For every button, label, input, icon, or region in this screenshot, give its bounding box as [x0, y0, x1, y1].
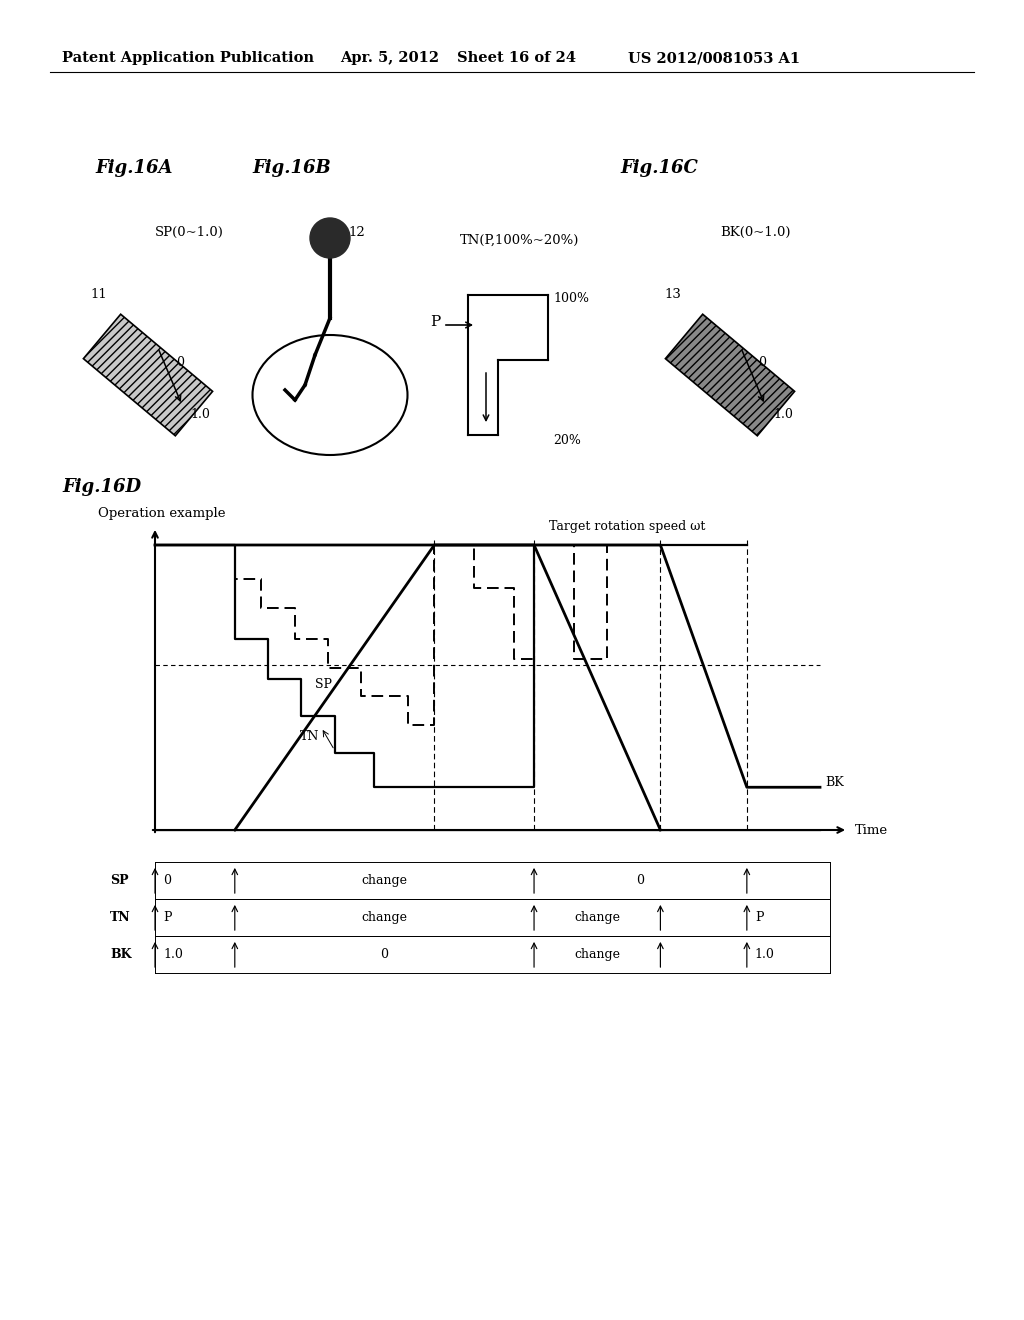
Text: P: P — [430, 315, 440, 329]
Text: 12: 12 — [348, 227, 365, 239]
Text: BK: BK — [825, 776, 844, 789]
Text: 0: 0 — [758, 355, 766, 368]
Text: Fig.16A: Fig.16A — [95, 158, 172, 177]
Text: TN: TN — [300, 730, 319, 742]
Text: change: change — [361, 911, 408, 924]
Text: Fig.16B: Fig.16B — [252, 158, 331, 177]
Text: BK: BK — [110, 948, 131, 961]
Text: 0: 0 — [176, 355, 184, 368]
Text: 13: 13 — [664, 289, 681, 301]
Text: US 2012/0081053 A1: US 2012/0081053 A1 — [628, 51, 800, 65]
Text: 100%: 100% — [553, 292, 589, 305]
Text: SP: SP — [110, 874, 129, 887]
Polygon shape — [83, 314, 213, 436]
Polygon shape — [666, 314, 795, 436]
Text: SP: SP — [314, 678, 332, 692]
Text: change: change — [361, 874, 408, 887]
Text: TN(P,100%~20%): TN(P,100%~20%) — [460, 234, 580, 247]
Text: change: change — [574, 911, 621, 924]
Text: BK(0~1.0): BK(0~1.0) — [720, 226, 791, 239]
Text: 1.0: 1.0 — [163, 948, 183, 961]
Text: Apr. 5, 2012: Apr. 5, 2012 — [340, 51, 439, 65]
Text: 1.0: 1.0 — [773, 408, 793, 421]
Text: 20%: 20% — [553, 433, 581, 446]
Text: 1.0: 1.0 — [190, 408, 210, 421]
Text: Operation example: Operation example — [98, 507, 225, 520]
Text: Fig.16D: Fig.16D — [62, 478, 141, 496]
Text: P: P — [755, 911, 763, 924]
Text: 1.0: 1.0 — [755, 948, 775, 961]
Text: Patent Application Publication: Patent Application Publication — [62, 51, 314, 65]
Circle shape — [310, 218, 350, 257]
Text: Sheet 16 of 24: Sheet 16 of 24 — [457, 51, 575, 65]
Text: 0: 0 — [637, 874, 644, 887]
Text: 0: 0 — [381, 948, 388, 961]
Text: Time: Time — [855, 824, 888, 837]
Text: 11: 11 — [90, 289, 106, 301]
Text: 0: 0 — [163, 874, 171, 887]
Text: P: P — [163, 911, 171, 924]
Text: Fig.16C: Fig.16C — [620, 158, 698, 177]
Text: change: change — [574, 948, 621, 961]
Text: Target rotation speed ωt: Target rotation speed ωt — [549, 520, 706, 533]
Text: TN: TN — [110, 911, 131, 924]
Text: SP(0~1.0): SP(0~1.0) — [155, 226, 224, 239]
